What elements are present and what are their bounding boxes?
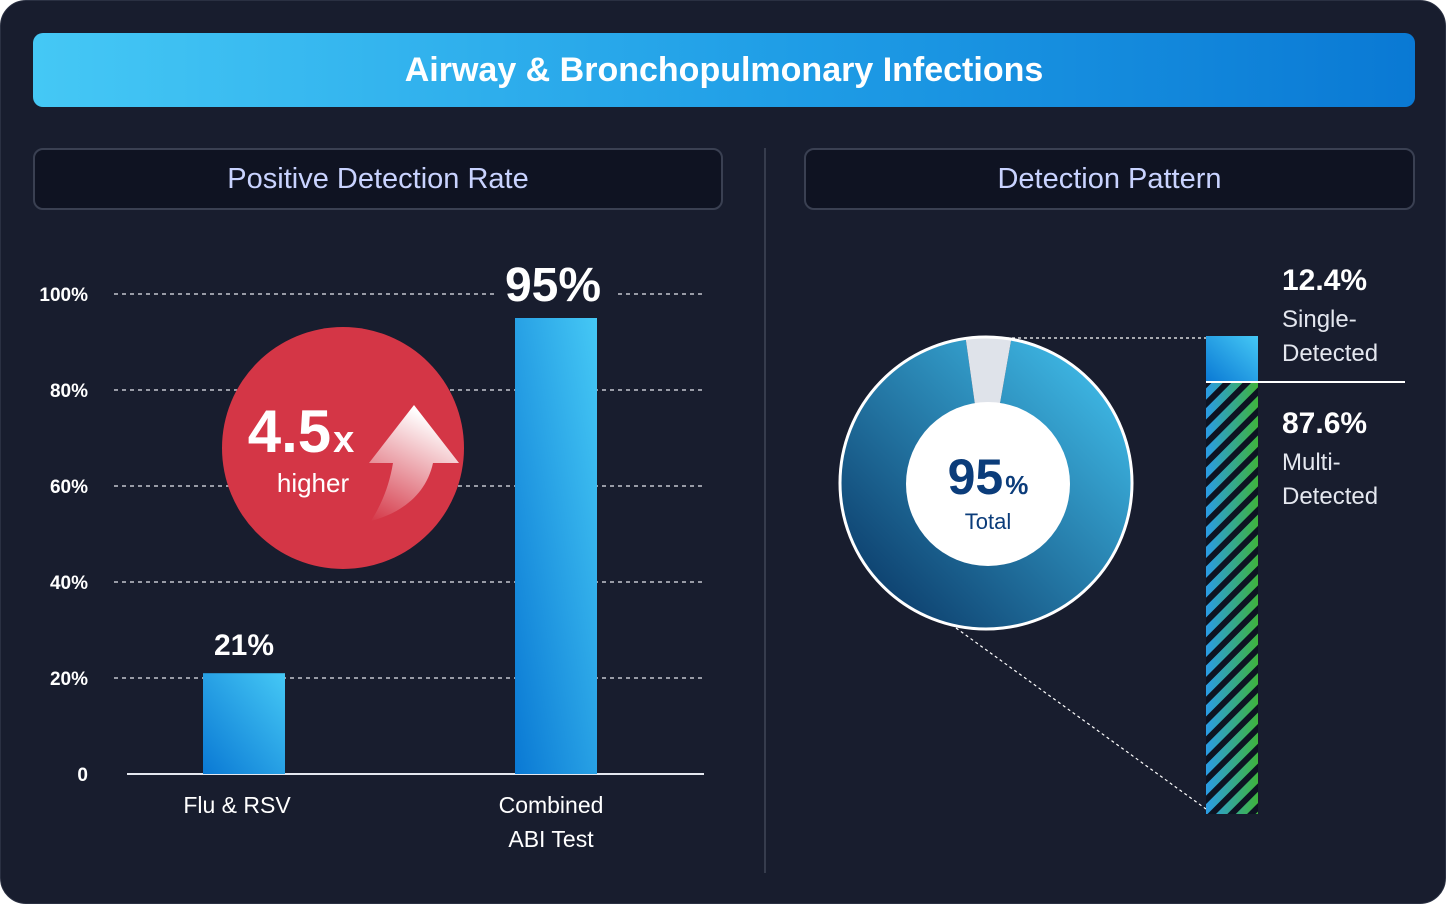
right-panel-title: Detection Pattern [804, 148, 1415, 210]
up-arrow-icon [369, 405, 459, 521]
detection-rate-bar-chart: 0 20% 40% 60% 80% 100% 21% Flu & RSV 95% Combine… [39, 258, 704, 852]
donut-outline [838, 335, 1134, 631]
category-label: ABI Test [508, 826, 594, 852]
higher-badge: 4.5x higher [222, 327, 464, 569]
badge-label: higher [277, 468, 350, 498]
single-value-label: 12.4% [1282, 264, 1367, 297]
y-tick-label: 0 [77, 765, 88, 786]
multi-detected-hatch [1206, 382, 1258, 814]
y-tick-label: 80% [50, 381, 88, 402]
svg-text:4.5x: 4.5x [248, 398, 355, 465]
multi-label-line2: Detected [1282, 483, 1378, 510]
left-panel-title: Positive Detection Rate [33, 148, 723, 210]
bar-value-label: 21% [214, 629, 274, 662]
y-tick-label: 60% [50, 477, 88, 498]
badge-value: 4.5 [248, 398, 331, 465]
bar [515, 318, 597, 774]
single-detected-segment [1206, 336, 1258, 382]
donut-value: 95 [948, 449, 1004, 505]
category-label: Combined [499, 792, 604, 818]
category-label: Flu & RSV [183, 792, 291, 818]
single-label-line2: Detected [1282, 340, 1378, 367]
multi-label-line1: Multi- [1282, 449, 1341, 476]
bar-value-label: 95% [505, 259, 601, 312]
svg-text:95%: 95% [948, 449, 1029, 505]
panel-divider [764, 148, 766, 873]
donut-unit: % [1005, 470, 1028, 500]
connector-line-bottom [955, 627, 1207, 810]
value-label-backdrop [496, 258, 616, 308]
badge-unit: x [333, 419, 354, 461]
page-title: Airway & Bronchopulmonary Infections [33, 33, 1415, 107]
y-tick-label: 40% [50, 573, 88, 594]
single-label-line1: Single- [1282, 306, 1357, 333]
bar [203, 673, 285, 774]
y-tick-label: 100% [39, 285, 88, 306]
multi-value-label: 87.6% [1282, 407, 1367, 440]
donut-label: Total [965, 509, 1011, 534]
donut-center [906, 402, 1070, 566]
y-tick-label: 20% [50, 669, 88, 690]
